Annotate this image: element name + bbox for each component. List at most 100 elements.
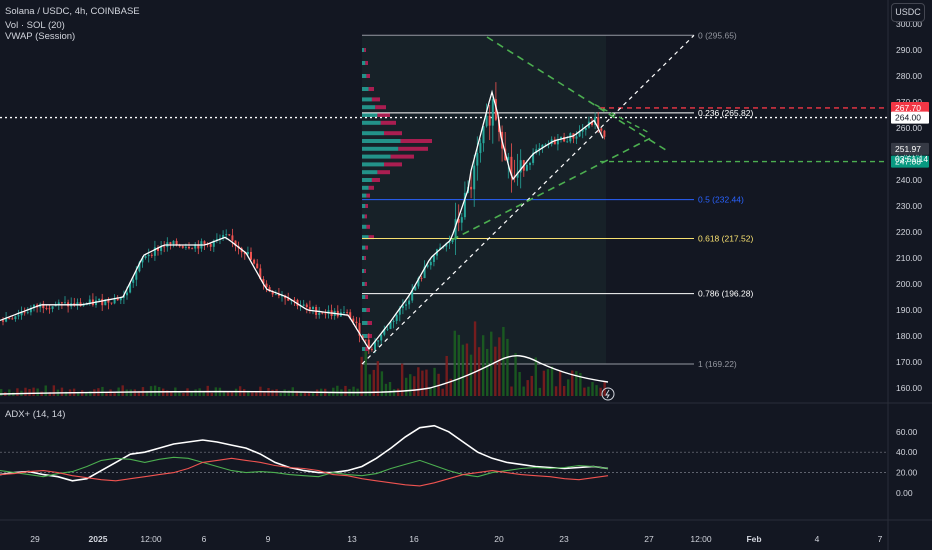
price-axis-tick: 210.00: [896, 253, 922, 263]
volume-profile-bar-up: [362, 224, 367, 229]
volume-bar: [441, 388, 444, 396]
candle-body: [600, 128, 603, 131]
candle-body: [54, 305, 57, 307]
candle-body: [23, 312, 26, 314]
candle-body: [225, 234, 228, 236]
volume-bar: [486, 348, 489, 396]
price-axis-tick: 240.00: [896, 175, 922, 185]
time-axis-tick: 12:00: [140, 534, 162, 544]
volume-bar: [453, 330, 456, 396]
time-axis-tick: 23: [559, 534, 569, 544]
volume-profile-bar-down: [384, 162, 402, 167]
triangle-apex-line: [594, 103, 651, 134]
price-axis-tick: 230.00: [896, 201, 922, 211]
price-axis-tick: 220.00: [896, 227, 922, 237]
candle-body: [222, 235, 225, 239]
volume-bar: [344, 385, 347, 396]
volume-profile-bar-down: [375, 105, 386, 110]
price-badge-label: 264.00: [895, 113, 921, 123]
candle-body: [197, 244, 200, 249]
volume-bar: [24, 387, 27, 396]
candle-body: [312, 307, 314, 310]
candle-body: [42, 303, 45, 309]
candle-body: [581, 129, 584, 132]
candle-body: [473, 165, 476, 190]
volume-bar: [311, 392, 315, 396]
candle-body: [57, 302, 60, 306]
candle-body: [101, 298, 104, 306]
volume-bar: [85, 392, 88, 396]
volume-profile-bar-up: [362, 178, 372, 182]
adx-axis-tick: 20.00: [896, 468, 918, 478]
volume-profile-bar-down: [366, 193, 370, 198]
price-badge-label: 251.97: [895, 144, 921, 154]
volume-bar: [328, 392, 331, 396]
volume-profile-bar-down: [377, 113, 390, 117]
volume-bar: [234, 388, 238, 396]
candle-body: [398, 308, 401, 315]
time-axis-tick: 9: [266, 534, 271, 544]
volume-profile-bar-up: [362, 139, 401, 143]
candle-body: [184, 246, 187, 248]
candle-body: [141, 257, 144, 263]
volume-bar: [48, 392, 51, 396]
candle-body: [516, 172, 519, 178]
volume-profile-bar-down: [390, 154, 414, 159]
volume-profile-bar-up: [362, 347, 366, 351]
adx-axis-tick: 60.00: [896, 427, 918, 437]
candle-body: [126, 292, 128, 296]
volume-profile-bar-up: [362, 295, 366, 299]
candle-body: [85, 303, 88, 306]
candle-body: [2, 320, 4, 322]
lightning-icon[interactable]: [601, 387, 615, 401]
volume-bar: [550, 366, 554, 396]
volume-bar: [166, 390, 169, 396]
candle-body: [26, 312, 29, 314]
volume-bar: [396, 388, 400, 396]
candle-body: [519, 160, 522, 173]
price-axis-tick: 180.00: [896, 331, 922, 341]
candle-body: [417, 277, 420, 287]
candle-body: [575, 136, 578, 139]
candle-body: [203, 241, 206, 244]
volume-bar: [137, 390, 141, 396]
volume-profile-bar-down: [367, 321, 372, 325]
time-axis-tick: 6: [202, 534, 207, 544]
fib-level-label: 0 (295.65): [698, 30, 737, 40]
candle-body: [370, 348, 373, 350]
candle-body: [104, 299, 107, 306]
volume-bar: [526, 380, 529, 396]
bar-countdown: 03:51:14: [895, 154, 928, 164]
price-axis-tick: 300.00: [896, 19, 922, 29]
candle-body: [460, 217, 463, 223]
volume-bar: [368, 374, 371, 396]
volume-bar: [449, 378, 452, 396]
fib-level-label: 0.618 (217.52): [698, 233, 753, 243]
candle-body: [324, 313, 327, 315]
candle-body: [181, 246, 184, 248]
candle-body: [377, 340, 380, 342]
candle-body: [308, 307, 311, 310]
candle-body: [463, 192, 466, 218]
candle-body: [135, 271, 138, 280]
adx-axis-tick: 40.00: [896, 447, 918, 457]
volume-profile-bar-up: [362, 245, 366, 250]
volume-bar: [473, 321, 477, 396]
fib-level-label: 0.236 (265.82): [698, 108, 753, 118]
volume-bar: [498, 337, 501, 396]
volume-bar: [60, 387, 64, 396]
currency-button[interactable]: USDC: [891, 3, 925, 22]
volume-bar: [182, 392, 185, 396]
volume-bar: [372, 369, 375, 396]
volume-bar: [510, 386, 513, 396]
vwap-line: [0, 89, 604, 351]
candle-body: [414, 286, 417, 291]
candle-body: [138, 262, 141, 272]
candle-body: [110, 302, 113, 304]
candle-body: [532, 152, 535, 163]
volume-profile-bar-down: [371, 97, 380, 102]
volume-bar: [562, 386, 566, 396]
volume-profile-bar-up: [362, 269, 365, 273]
volume-ma-line: [0, 355, 609, 395]
